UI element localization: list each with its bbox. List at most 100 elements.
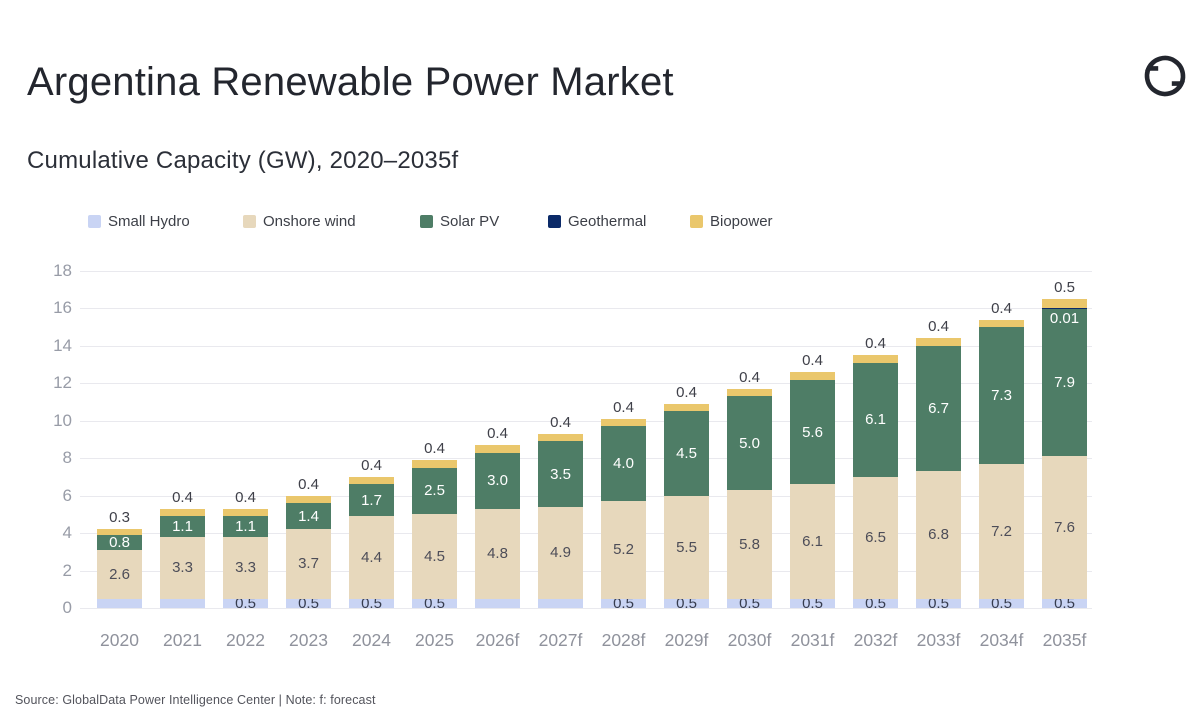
segment-value-label: 0.5 — [298, 594, 319, 612]
segment-value-label: 5.2 — [613, 541, 634, 559]
x-axis-category-label: 2029f — [664, 630, 709, 650]
x-axis-category-label: 2024 — [352, 630, 391, 650]
bar-segment: 6.7 — [916, 345, 961, 472]
bar-segment — [349, 476, 394, 485]
segment-value-label: 0.5 — [676, 594, 697, 612]
bar-segment: 0.5 — [853, 596, 898, 611]
bar-segment — [475, 598, 520, 608]
segment-value-label: 6.5 — [865, 529, 886, 547]
gridline — [80, 533, 1092, 535]
segment-value-label: 6.8 — [928, 526, 949, 544]
segment-value-label: 0.5 — [235, 594, 256, 612]
segment-value-label: 6.1 — [865, 411, 886, 429]
bar-segment: 4.5 — [412, 514, 457, 599]
bar-top-value-label: 0.4 — [802, 352, 823, 370]
x-axis-category-label: 2026f — [475, 630, 520, 650]
legend-label: Small Hydro — [108, 213, 190, 230]
bar-segment: 0.8 — [97, 535, 142, 550]
bar-segment — [97, 598, 142, 608]
bar-top-value-label: 0.4 — [298, 475, 319, 493]
bar-top-value-label: 0.4 — [991, 299, 1012, 317]
bar-segment: 4.9 — [538, 506, 583, 599]
bar-segment — [664, 403, 709, 412]
segment-value-label: 3.0 — [487, 472, 508, 490]
legend-label: Onshore wind — [263, 213, 356, 230]
gridline — [80, 495, 1092, 497]
segment-value-label: 4.4 — [361, 548, 382, 566]
segment-value-label: 5.5 — [676, 538, 697, 556]
gridline — [80, 383, 1092, 385]
bar-top-value-label: 0.4 — [928, 318, 949, 336]
bar-top-value-label: 0.4 — [613, 398, 634, 416]
segment-value-label: 5.8 — [739, 535, 760, 553]
bar-segment: 4.0 — [601, 426, 646, 502]
segment-value-label: 0.5 — [1054, 594, 1075, 612]
bar-top-value-label: 0.4 — [172, 488, 193, 506]
x-axis-category-label: 2020 — [100, 630, 139, 650]
bar-segment: 1.7 — [349, 484, 394, 517]
bar-segment — [475, 445, 520, 453]
bar-segment: 7.2 — [979, 463, 1024, 599]
segment-value-label: 2.6 — [109, 565, 130, 583]
segment-value-label: 4.8 — [487, 545, 508, 563]
bar-segment: 6.1 — [790, 484, 835, 599]
y-axis-tick-label: 4 — [62, 523, 72, 543]
segment-value-label: 5.6 — [802, 423, 823, 441]
segment-value-label: 0.5 — [991, 594, 1012, 612]
legend-item: Small Hydro — [88, 213, 190, 230]
bar-segment: 4.8 — [475, 508, 520, 599]
segment-value-label: 0.5 — [928, 594, 949, 612]
bar-top-value-label: 0.4 — [676, 383, 697, 401]
bar-top-value-label: 0.4 — [550, 413, 571, 431]
bar-segment: 0.5 — [979, 594, 1024, 612]
segment-value-label: 0.8 — [109, 533, 130, 551]
bar-segment — [97, 529, 142, 535]
segment-value-label: 3.3 — [172, 559, 193, 577]
bar-segment: 1.1 — [223, 516, 268, 537]
bar-segment — [601, 418, 646, 427]
x-axis-category-label: 2031f — [790, 630, 835, 650]
x-axis-category-label: 2034f — [979, 630, 1024, 650]
segment-value-label: 0.5 — [361, 594, 382, 612]
segment-value-label: 4.5 — [676, 445, 697, 463]
segment-value-label: 1.1 — [172, 518, 193, 536]
y-axis-tick-label: 0 — [62, 598, 72, 617]
source-note: Source: GlobalData Power Intelligence Ce… — [15, 693, 376, 707]
bar-segment: 0.5 — [601, 596, 646, 611]
legend-item: Onshore wind — [243, 213, 356, 230]
bar-segment — [286, 495, 331, 504]
bar-segment — [160, 598, 205, 608]
legend-label: Solar PV — [440, 213, 500, 230]
bar-segment: 0.5 — [1042, 594, 1087, 612]
bar-segment: 3.7 — [286, 529, 331, 599]
y-axis-tick-label: 2 — [62, 560, 72, 580]
x-axis-category-label: 2035f — [1042, 630, 1087, 650]
segment-value-label: 3.5 — [550, 465, 571, 483]
bar-segment — [412, 460, 457, 468]
bar-segment — [790, 372, 835, 380]
bar-segment — [916, 338, 961, 346]
bar-segment: 4.5 — [664, 411, 709, 496]
bar-segment — [538, 433, 583, 442]
segment-value-label: 3.3 — [235, 559, 256, 577]
bar-segment: 0.5 — [727, 596, 772, 611]
segment-value-label: 6.7 — [928, 400, 949, 418]
bar-segment — [979, 319, 1024, 328]
bar-segment: 5.5 — [664, 495, 709, 599]
x-axis-category-label: 2027f — [538, 630, 583, 650]
bar-segment: 7.6 — [1042, 456, 1087, 599]
legend-swatch-icon — [88, 215, 101, 228]
x-axis-category-label: 2021 — [163, 630, 202, 650]
segment-value-label: 1.1 — [235, 518, 256, 536]
bar-segment: 5.8 — [727, 490, 772, 599]
bar-segment — [727, 388, 772, 397]
bar-segment — [223, 508, 268, 517]
bar-segment: 0.5 — [412, 596, 457, 611]
legend-item: Biopower — [690, 213, 773, 230]
legend-swatch-icon — [243, 215, 256, 228]
bar-top-value-label: 0.5 — [1054, 278, 1075, 296]
segment-value-label: 4.5 — [424, 548, 445, 565]
bar-top-value-label: 0.4 — [487, 425, 508, 443]
bar-segment: 6.5 — [853, 476, 898, 599]
